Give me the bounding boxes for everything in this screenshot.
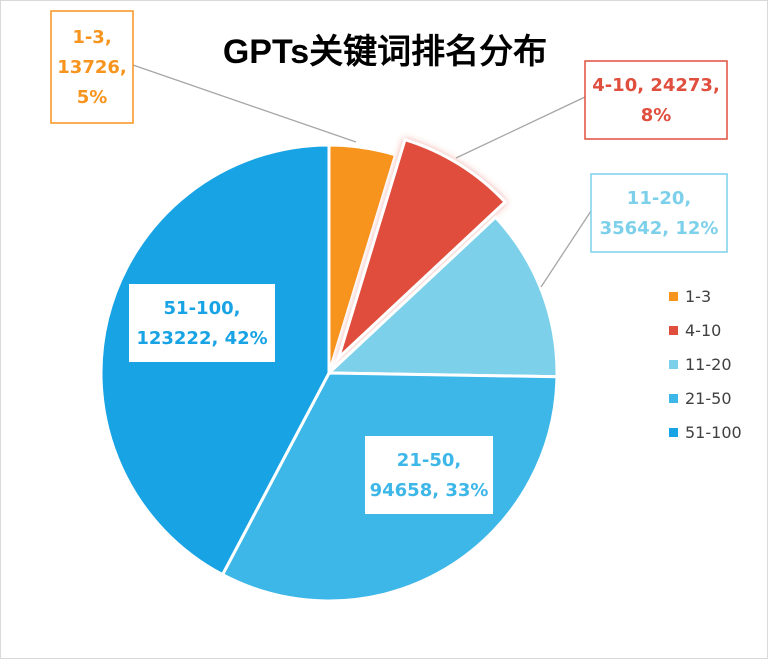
data-label-51-100-line-1: 51-100, bbox=[164, 298, 241, 319]
data-label-4-10-line-1: 4-10, 24273, bbox=[592, 75, 720, 96]
legend-label-4-10: 4-10 bbox=[685, 321, 721, 340]
legend-swatch-4-10 bbox=[669, 326, 678, 335]
legend-swatch-1-3 bbox=[669, 292, 678, 301]
chart-title: GPTs关键词排名分布 bbox=[223, 33, 547, 71]
legend-swatch-51-100 bbox=[669, 428, 678, 437]
data-label-51-100-line-2: 123222, 42% bbox=[136, 328, 267, 349]
legend-label-51-100: 51-100 bbox=[685, 423, 742, 442]
legend-swatch-11-20 bbox=[669, 360, 678, 369]
leader-line-4-10 bbox=[455, 96, 586, 159]
legend-label-21-50: 21-50 bbox=[685, 389, 732, 408]
legend-label-1-3: 1-3 bbox=[685, 287, 711, 306]
legend: 1-3 4-10 11-20 21-50 51-100 bbox=[669, 287, 742, 442]
data-label-box-4-10 bbox=[584, 60, 728, 140]
data-label-21-50-line-2: 94658, 33% bbox=[370, 480, 489, 501]
leader-line-1-3 bbox=[132, 64, 357, 143]
data-label-box-21-50 bbox=[365, 436, 493, 514]
pie-slice-4-10 bbox=[335, 137, 508, 363]
data-label-1-3-line-2: 13726, bbox=[57, 57, 126, 78]
leader-line-11-20 bbox=[540, 210, 592, 288]
data-label-1-3-line-3: 5% bbox=[77, 87, 108, 108]
legend-swatch-21-50 bbox=[669, 394, 678, 403]
data-label-1-3-line-1: 1-3, bbox=[72, 27, 111, 48]
data-label-box-11-20 bbox=[590, 173, 728, 253]
data-label-box-51-100 bbox=[129, 284, 275, 362]
data-label-4-10-line-2: 8% bbox=[641, 105, 672, 126]
data-label-11-20-line-2: 35642, 12% bbox=[600, 218, 719, 239]
legend-label-11-20: 11-20 bbox=[685, 355, 732, 374]
pie-slice-11-20 bbox=[325, 215, 559, 379]
data-label-21-50-line-1: 21-50, bbox=[397, 450, 461, 471]
data-label-11-20-line-1: 11-20, bbox=[627, 188, 691, 209]
data-label-box-1-3 bbox=[50, 10, 134, 124]
